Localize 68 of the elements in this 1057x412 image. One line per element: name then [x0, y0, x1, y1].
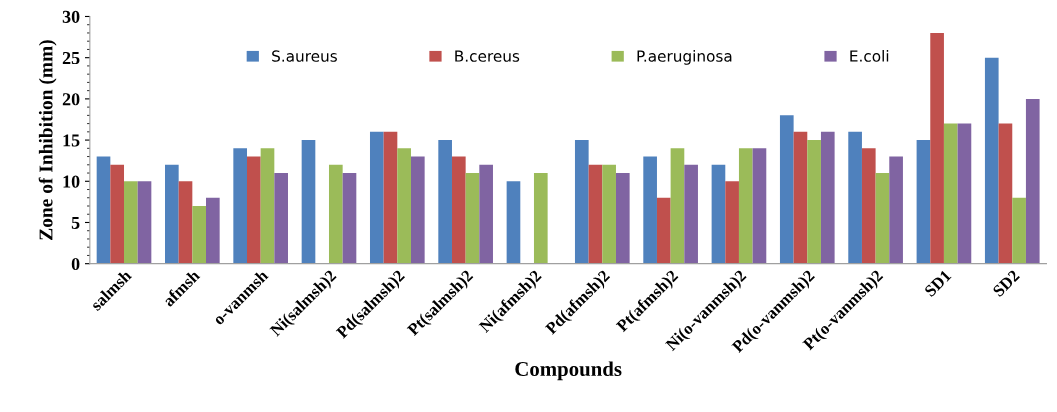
bar: [533, 173, 548, 264]
x-tick-label: SD1: [923, 269, 952, 298]
bar: [725, 181, 739, 264]
bar: [574, 140, 589, 264]
bar: [1025, 98, 1040, 264]
bar: [301, 140, 316, 264]
bar: [328, 164, 343, 264]
bar: [260, 148, 275, 264]
bar: [656, 197, 671, 264]
legend-label: P.aeruginosa: [637, 50, 732, 65]
y-tick-label: 5: [71, 216, 80, 229]
bar: [165, 164, 179, 264]
bar: [110, 164, 125, 264]
bar: [410, 156, 425, 264]
bar: [711, 164, 726, 264]
bar: [984, 57, 999, 264]
bar: [861, 148, 876, 264]
x-axis-title: Compounds: [515, 361, 622, 381]
bar: [1012, 197, 1026, 264]
legend-label: E.coli: [850, 50, 889, 62]
bar: [274, 173, 288, 264]
bar: [247, 156, 261, 264]
y-tick-label: 10: [63, 175, 80, 188]
y-tick-label: 25: [62, 51, 80, 65]
bar: [233, 148, 247, 264]
bar: [889, 156, 903, 264]
bar: [848, 131, 862, 264]
bar: [506, 181, 521, 264]
y-tick-label: 0: [71, 257, 80, 271]
bar: [684, 164, 698, 264]
bar: [438, 140, 452, 264]
bar: [588, 164, 603, 264]
bar: [930, 32, 944, 264]
bar: [206, 197, 220, 264]
x-tick-label: SD2: [992, 269, 1021, 298]
bar: [957, 123, 972, 264]
bar: [752, 148, 767, 264]
bar: [820, 131, 835, 264]
bar: [397, 148, 411, 264]
bar: [602, 164, 616, 264]
bar: [779, 115, 794, 264]
legend-label: B.cereus: [455, 50, 520, 62]
bar: [383, 131, 398, 264]
y-axis-title: Zone of Inhibition (mm): [38, 40, 57, 240]
bar: [369, 131, 384, 264]
bar: [124, 181, 138, 264]
bar: [916, 140, 931, 264]
y-tick-label: 20: [62, 93, 80, 106]
bar: [943, 123, 958, 264]
y-tick-label: 15: [63, 134, 80, 147]
bar: [615, 173, 630, 264]
bar: [342, 173, 357, 264]
bar: [670, 148, 685, 264]
bar: [479, 164, 493, 264]
y-tick-label: 30: [62, 10, 80, 23]
bar: [465, 173, 480, 264]
bar: [178, 181, 193, 264]
bar: [793, 131, 808, 264]
bar: [807, 140, 821, 264]
bar: [875, 173, 890, 264]
legend-label: S.aureus: [272, 50, 337, 62]
bar: [137, 181, 152, 264]
bar: [192, 206, 206, 264]
bar: [451, 156, 466, 264]
bar: [998, 123, 1013, 264]
bar: [643, 156, 657, 264]
bar: [96, 156, 111, 264]
bar: [738, 148, 753, 264]
